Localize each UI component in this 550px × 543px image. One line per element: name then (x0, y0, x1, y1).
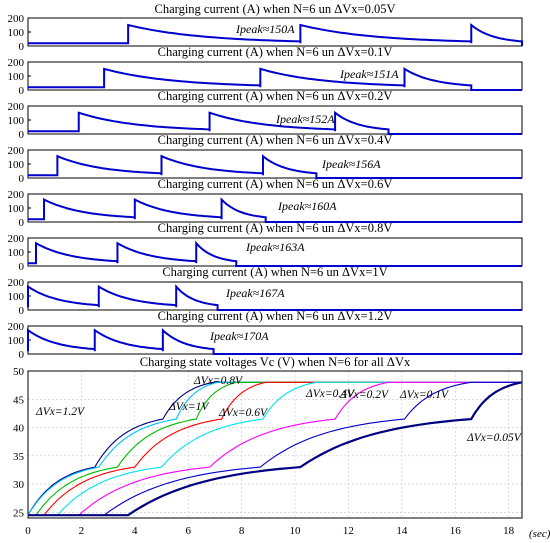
plot-frame (27, 325, 523, 355)
voltage-curve (27, 381, 522, 516)
x-tick-label: 4 (132, 525, 138, 537)
y-tick-label: 100 (8, 291, 25, 303)
current-trace (28, 67, 522, 91)
plot-frame (27, 370, 523, 519)
y-tick-label: 200 (8, 145, 25, 157)
y-tick-label: 200 (8, 233, 25, 245)
current-panel-5: Charging current (A) when N=6 un ΔVx=0.6… (8, 177, 523, 229)
y-tick-label: 0 (19, 85, 25, 97)
ipeak-annotation: Ipeak≈150A (235, 22, 295, 36)
panel-title: Charging current (A) when N=6 un ΔVx=0.6… (158, 177, 393, 191)
current-panel-3: Charging current (A) when N=6 un ΔVx=0.2… (8, 89, 523, 141)
ipeak-annotation: Ipeak≈160A (277, 199, 337, 213)
y-tick-label: 25 (13, 507, 25, 519)
y-tick-label: 200 (8, 13, 25, 25)
current-trace (28, 197, 522, 223)
x-tick-label: 8 (239, 525, 245, 537)
panel-title: Charging current (A) when N=6 un ΔVx=0.0… (155, 2, 396, 16)
current-panels: Charging current (A) when N=6 un ΔVx=0.0… (8, 2, 523, 361)
y-tick-label: 100 (8, 27, 25, 39)
current-panel-8: Charging current (A) when N=6 un ΔVx=1.2… (8, 309, 523, 361)
y-tick-label: 200 (8, 321, 25, 333)
y-tick-label: 0 (19, 129, 25, 141)
y-tick-label: 200 (8, 189, 25, 201)
series-label: ΔVx=0.1V (399, 389, 450, 401)
panel-title: Charging current (A) when N=6 un ΔVx=0.8… (158, 221, 393, 235)
panel-title: Charging current (A) when N=6 un ΔVx=0.4… (158, 133, 393, 147)
plot-frame (27, 105, 523, 135)
ipeak-annotation: Ipeak≈152A (275, 112, 335, 126)
current-trace (28, 23, 523, 46)
ipeak-annotation: Ipeak≈156A (321, 157, 381, 171)
plot-frame (27, 193, 523, 223)
series-label: ΔVx=1.2V (35, 406, 86, 418)
voltage-curve (27, 381, 522, 516)
y-tick-label: 200 (8, 277, 25, 289)
current-panel-6: Charging current (A) when N=6 un ΔVx=0.8… (8, 221, 523, 273)
voltage-curve (27, 381, 522, 516)
x-axis-label: (sec) (529, 528, 550, 540)
current-trace (28, 110, 522, 135)
x-tick-label: 18 (503, 525, 515, 537)
current-trace (27, 284, 522, 311)
y-tick-label: 0 (19, 41, 25, 53)
current-panel-4: Charging current (A) when N=6 un ΔVx=0.4… (8, 133, 523, 185)
y-tick-label: 35 (13, 451, 25, 463)
ipeak-annotation: Ipeak≈163A (245, 240, 305, 254)
y-tick-label: 100 (8, 335, 25, 347)
x-tick-label: 6 (185, 525, 191, 537)
y-tick-label: 30 (13, 479, 25, 491)
panel-title: Charging current (A) when N=6 un ΔVx=1V (162, 265, 387, 279)
y-tick-label: 0 (19, 349, 25, 361)
current-panel-1: Charging current (A) when N=6 un ΔVx=0.0… (8, 2, 523, 53)
voltage-curve (27, 381, 522, 516)
y-tick-label: 0 (19, 261, 25, 273)
panel-title: Charging current (A) when N=6 un ΔVx=1.2… (158, 309, 393, 323)
y-tick-label: 45 (13, 394, 25, 406)
current-trace (28, 154, 522, 179)
y-tick-label: 0 (19, 305, 25, 317)
current-panel-2: Charging current (A) when N=6 un ΔVx=0.1… (8, 45, 523, 97)
x-tick-label: 10 (290, 525, 302, 537)
series-label: ΔVx=1V (168, 401, 210, 413)
ipeak-annotation: Ipeak≈151A (339, 67, 399, 81)
series-label: ΔVx=0.6V (218, 407, 269, 419)
y-tick-label: 0 (19, 217, 25, 229)
y-tick-label: 100 (8, 159, 25, 171)
y-tick-label: 0 (19, 173, 25, 185)
series-label: ΔVx=0.4V (305, 388, 356, 400)
voltage-curve (27, 381, 522, 518)
ipeak-annotation: Ipeak≈167A (225, 286, 285, 300)
voltage-panel: Charging state voltages Vc (V) when N=6 … (13, 355, 550, 540)
current-trace (28, 240, 522, 267)
y-tick-label: 100 (8, 203, 25, 215)
series-label: ΔVx=0.2V (339, 389, 390, 401)
x-tick-label: 2 (79, 525, 85, 537)
series-label: ΔVx=0.8V (193, 375, 244, 387)
series-label: ΔVx=0.05V (466, 432, 523, 444)
voltage-title: Charging state voltages Vc (V) when N=6 … (140, 355, 411, 369)
current-trace (27, 327, 522, 355)
x-tick-label: 14 (396, 525, 408, 537)
y-tick-label: 40 (13, 423, 25, 435)
y-tick-label: 100 (8, 115, 25, 127)
plot-frame (27, 61, 523, 91)
current-panel-7: Charging current (A) when N=6 un ΔVx=1V 2… (8, 265, 523, 317)
x-tick-label: 12 (343, 525, 354, 537)
y-tick-label: 50 (13, 366, 25, 378)
y-tick-label: 200 (8, 57, 25, 69)
voltage-curve (27, 381, 523, 517)
y-tick-label: 200 (8, 101, 25, 113)
y-tick-label: 100 (8, 71, 25, 83)
y-tick-label: 100 (8, 247, 25, 259)
panel-title: Charging current (A) when N=6 un ΔVx=0.2… (158, 89, 393, 103)
voltage-curve (27, 381, 522, 518)
voltage-curve (27, 381, 522, 516)
panel-title: Charging current (A) when N=6 un ΔVx=0.1… (158, 45, 393, 59)
x-tick-label: 16 (450, 525, 462, 537)
ipeak-annotation: Ipeak≈170A (209, 329, 269, 343)
x-tick-label: 0 (25, 525, 31, 537)
